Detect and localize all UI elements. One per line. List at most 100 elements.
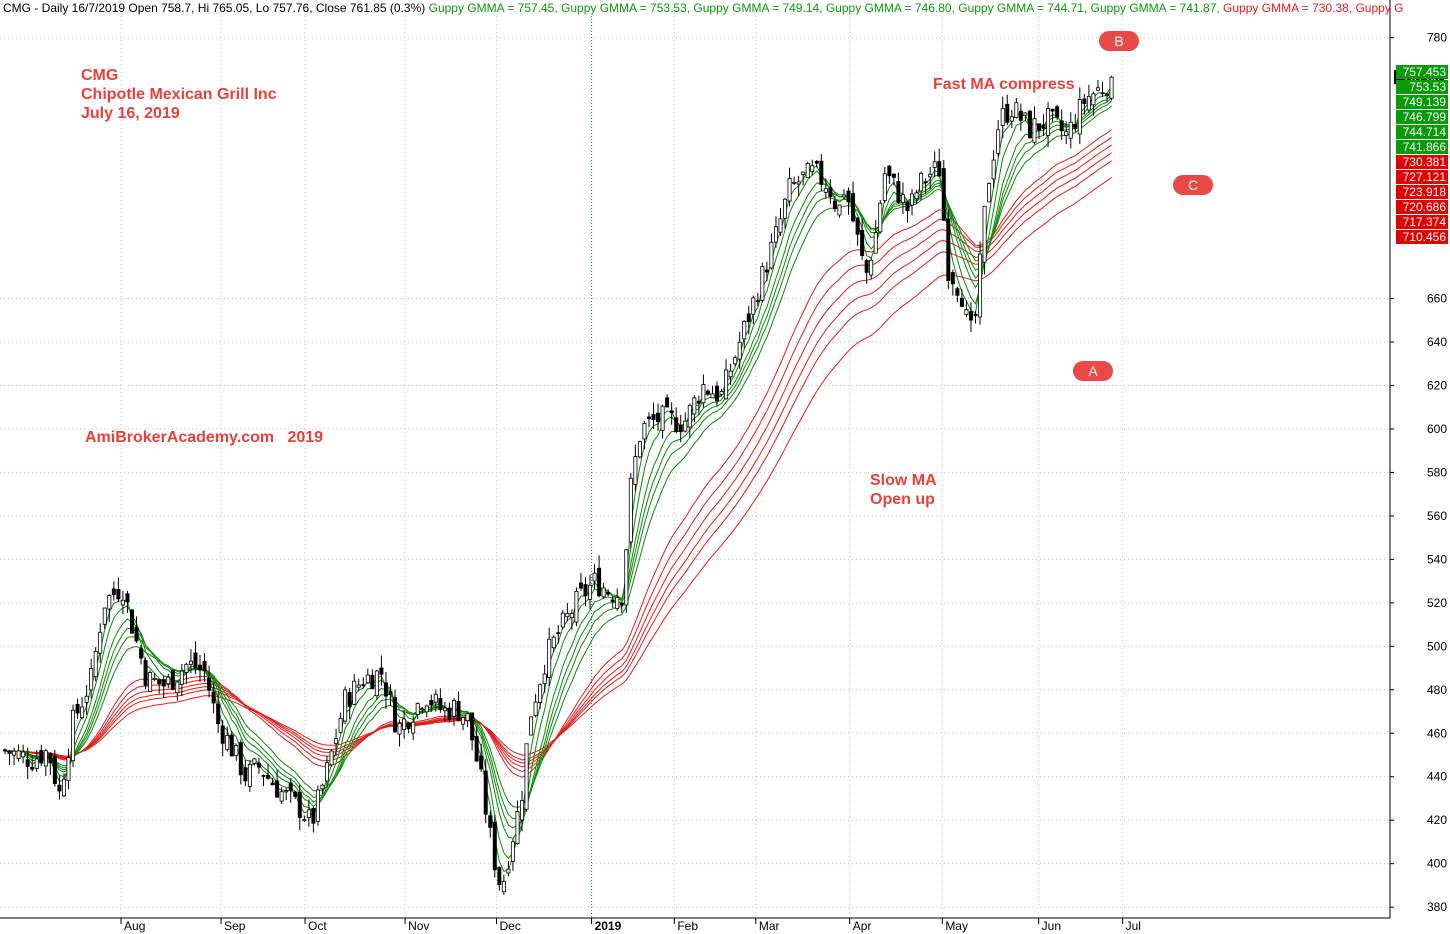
candle-body [388,691,393,695]
y-tick-label: 660 [1427,292,1447,306]
candle-body [751,297,756,315]
marker-a: A [1073,361,1113,381]
candle-body [1050,108,1055,112]
candle-body [687,404,692,428]
candle-body [365,674,370,684]
candle-body [746,313,751,323]
candle-body [506,868,511,874]
candle-body [442,707,447,712]
candle-body [959,297,964,307]
candle-body [356,684,361,688]
candle-body [39,750,44,764]
title-symbol: CMG [81,67,119,84]
fast-ma-value-box [1396,65,1448,79]
x-tick-label: Apr [853,919,872,933]
candle-body [869,259,874,276]
candle-body [270,782,275,786]
candle-body [615,596,620,609]
candle-body [1023,112,1028,116]
header-gmma-values: Guppy GMMA = 757.45, Guppy GMMA = 753.53… [429,1,1404,15]
fast-ma-line [4,105,1112,808]
slow-ma-value-box [1396,170,1448,184]
candle-body [646,416,651,420]
candle-body [583,584,588,597]
y-tick-label: 600 [1427,422,1447,436]
candle-body [30,766,35,770]
y-tick-label: 580 [1427,465,1447,479]
candle-body [982,205,987,263]
candle-body [343,689,348,722]
x-tick-label: Dec [499,919,520,933]
candle-body [57,784,62,792]
candle-body [116,589,121,600]
candle-body [179,670,184,685]
candle-body [247,764,252,787]
candle-body [547,638,552,678]
header-prefix: CMG - Daily 16/7/2019 Open 758.7, Hi 765… [3,1,426,15]
candle-body [66,757,71,782]
candle-body [61,778,66,797]
candle-body [923,181,928,184]
candle-body [1009,116,1014,122]
ma-value-label: 710.456 [1403,230,1447,244]
candle-body [451,700,456,717]
candle-body [211,691,216,704]
candle-body [769,241,774,269]
slow-ma-line2: Open up [870,491,935,508]
candle-body [488,815,493,828]
candle-body [266,775,271,779]
y-tick-label: 540 [1427,552,1447,566]
candle-body [538,684,543,703]
candle-body [919,172,924,192]
candle-body [1018,110,1023,121]
y-tick-label: 640 [1427,335,1447,349]
candle-body [542,673,547,685]
candle-body [900,194,905,203]
candle-body [715,385,720,402]
header-gmma-value: Guppy GMMA = 744.71, [954,1,1088,15]
ma-value-legend: 761.85757.453753.53749.139746.799744.714… [1394,65,1448,244]
candle-body [896,181,901,203]
candle-body [519,800,524,821]
candle-body [433,693,438,703]
candle-body [361,684,366,687]
candle-body [461,717,466,725]
x-tick-label: Feb [677,919,698,933]
candle-body [93,650,98,678]
grid-lines [0,16,1390,918]
slow-ma-line [4,129,1112,778]
candle-body [846,190,851,203]
candle-body [107,595,112,610]
slow-ma-lines [4,129,1112,778]
candle-body [914,192,919,200]
candle-body [320,784,325,790]
candle-body [882,173,887,201]
fast-ma-value-box [1396,140,1448,154]
candle-body [1055,106,1060,118]
candle-body [120,599,125,606]
candle-body [987,183,992,203]
candle-body [393,697,398,733]
candle-body [170,670,175,690]
candle-body [479,755,484,770]
title-company: Chipotle Mexican Grill Inc [81,86,277,103]
candle-body [497,867,502,886]
candle-body [429,700,434,706]
title-block: CMG Chipotle Mexican Grill Inc July 16, … [81,66,277,123]
x-tick-label: Mar [759,919,780,933]
candle-body [996,129,1001,154]
candle-body [832,200,837,210]
fast-ma-line [4,94,1112,839]
candle-body [597,567,602,597]
candle-body [860,229,865,256]
candle-body [229,734,234,757]
candle-body [696,400,701,404]
ma-value-label: 746.799 [1403,110,1447,124]
fast-ma-value-box [1396,80,1448,94]
candle-body [188,660,193,665]
candle-body [225,735,230,750]
candle-body [773,226,778,243]
candle-body [420,708,425,711]
candle-body [98,631,103,654]
candle-body [139,648,144,659]
